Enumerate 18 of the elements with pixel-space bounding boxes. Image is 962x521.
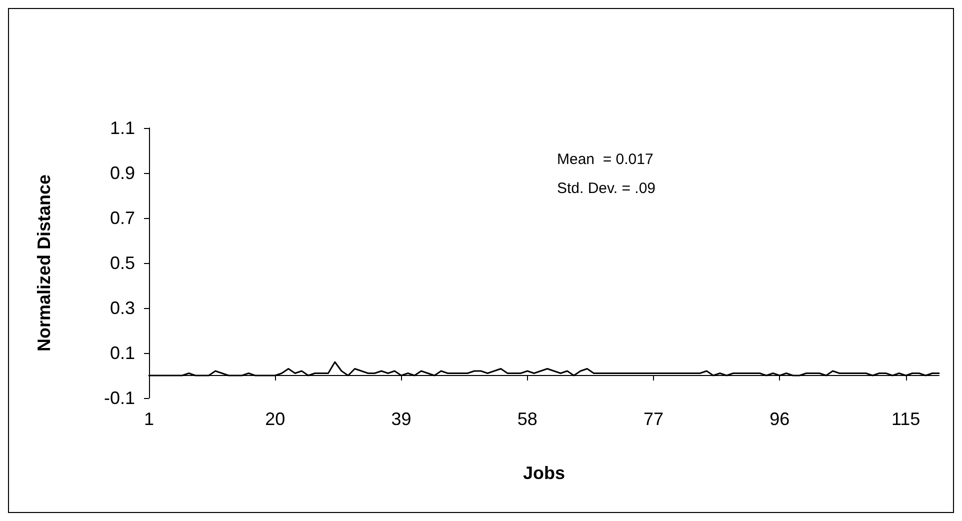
x-tick-label: 115 — [891, 409, 920, 429]
x-tick-label: 77 — [644, 409, 664, 429]
y-tick-label: 0.1 — [110, 343, 135, 363]
x-tick-label: 96 — [770, 409, 790, 429]
x-tick-label: 20 — [265, 409, 286, 429]
x-axis-title: Jobs — [522, 463, 566, 483]
y-tick-label: 0.5 — [110, 253, 135, 273]
y-tick-label: 1.1 — [110, 118, 135, 138]
y-tick-label: -0.1 — [104, 388, 135, 408]
y-tick-label: 0.9 — [110, 163, 135, 183]
x-tick-label: 1 — [144, 409, 154, 429]
y-tick-label: 0.3 — [110, 298, 135, 318]
annotation: Std. Dev. = .09 — [557, 180, 656, 197]
y-axis-title: Normalized Distance — [34, 174, 54, 352]
x-tick-label: 39 — [391, 409, 412, 429]
y-tick-label: 0.7 — [110, 208, 135, 228]
x-tick-label: 58 — [517, 409, 538, 429]
annotation: Mean = 0.017 — [557, 151, 654, 168]
